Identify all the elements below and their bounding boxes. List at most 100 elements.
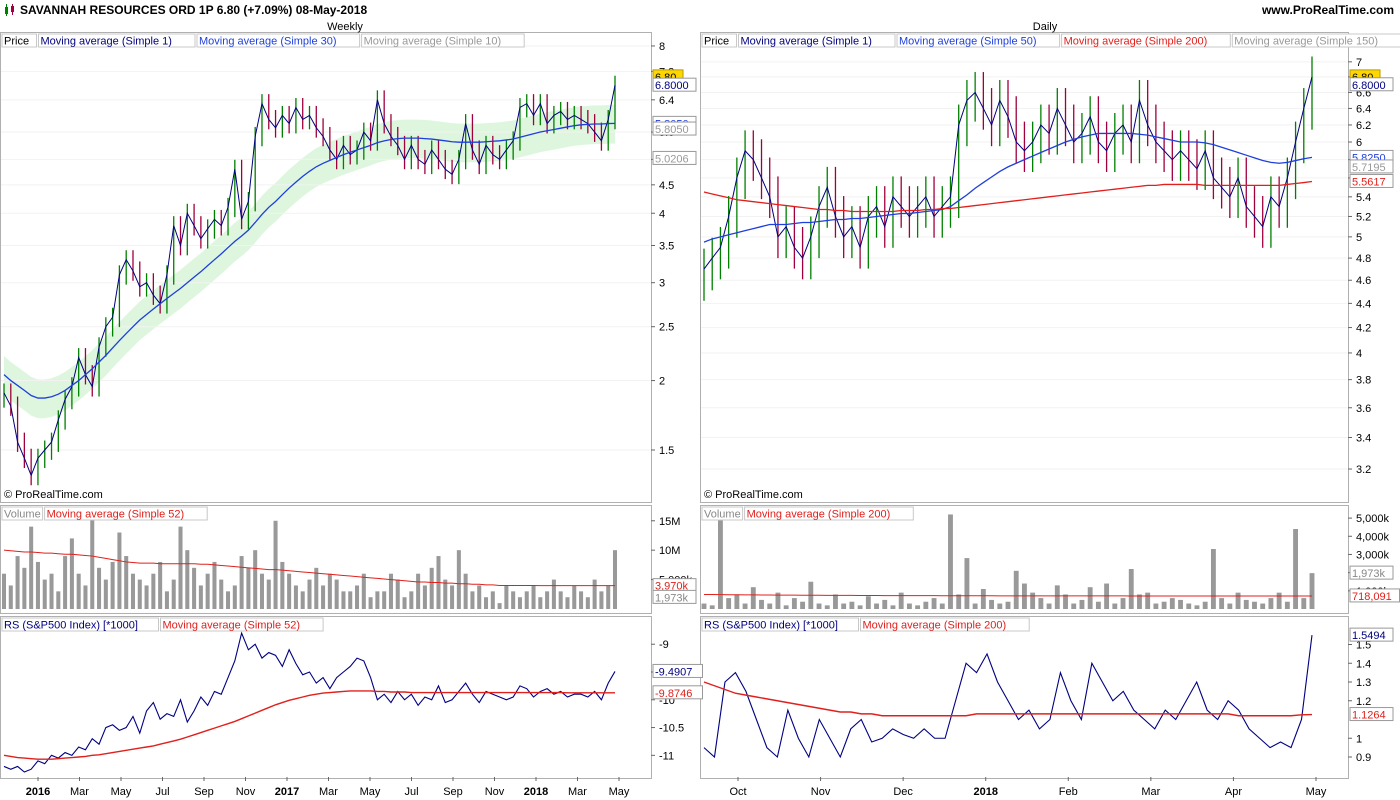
- weekly-volume-bar: [450, 585, 455, 609]
- weekly-volume-bar: [151, 573, 156, 609]
- weekly-volume-bar: [29, 526, 34, 609]
- daily-volume-bar: [1030, 592, 1036, 609]
- daily-price-xtick-label: Oct: [729, 786, 746, 798]
- daily-volume-bar: [997, 603, 1003, 609]
- daily-volume-bar: [1169, 598, 1175, 609]
- weekly-rs-ytick-label: -9: [659, 639, 669, 651]
- legend-entry-1: Moving average (Simple 52): [47, 509, 185, 521]
- weekly-volume-bar: [592, 579, 597, 609]
- weekly-volume-bar: [470, 591, 475, 609]
- weekly-volume-bar: [226, 591, 231, 609]
- weekly-volume-bar: [56, 591, 61, 609]
- daily-volume-bar: [734, 594, 740, 609]
- daily-price-ma-line: [703, 132, 1313, 243]
- weekly-price-xtick-label: May: [360, 786, 381, 798]
- daily-price-ytick-label: 5.4: [1356, 192, 1371, 204]
- weekly-price-ytick-label: 4.5: [659, 180, 674, 192]
- weekly-volume-bar: [599, 591, 604, 609]
- legend-box: [44, 506, 208, 521]
- legend-box: [1, 617, 159, 632]
- daily-price-value-label-box: [1349, 77, 1394, 92]
- weekly-price-xtick-label: Jul: [155, 786, 169, 798]
- daily-volume-bar: [1268, 598, 1274, 609]
- daily-rs-ytick-label: 0.9: [1356, 752, 1371, 764]
- legend-entry-1: Moving average (Simple 52): [163, 620, 301, 632]
- daily-volume-bar: [1284, 601, 1290, 609]
- daily-volume-bar: [964, 558, 970, 609]
- daily-volume-bar: [833, 594, 838, 609]
- daily-price-xtick-label: Apr: [1225, 786, 1242, 798]
- daily-volume-bar: [791, 598, 797, 609]
- ichimoku-cloud: [4, 104, 615, 419]
- weekly-volume-bar: [545, 591, 550, 609]
- weekly-volume-bar: [232, 585, 237, 609]
- weekly-volume-bar: [511, 591, 516, 609]
- daily-volume-bar: [726, 598, 732, 609]
- daily-volume-bar: [709, 605, 715, 609]
- weekly-rs-value-label-box: [652, 663, 703, 678]
- weekly-price-xtick-label: Jul: [404, 786, 418, 798]
- daily-volume-value-label-box: [1349, 565, 1394, 580]
- weekly-volume-bar: [259, 573, 264, 609]
- legend-entry-4: Moving average (Simple 150): [1234, 36, 1378, 48]
- daily-rs-frame: [700, 616, 1349, 779]
- weekly-volume-bar: [293, 585, 298, 609]
- weekly-volume-bar: [395, 579, 400, 609]
- daily-volume-bar: [1210, 549, 1216, 609]
- legend-box: [744, 506, 914, 521]
- daily-volume-bar: [972, 603, 978, 609]
- legend-entry-0: Volume: [4, 509, 41, 521]
- weekly-volume-bar: [15, 556, 20, 609]
- weekly-volume-bar: [76, 573, 81, 609]
- daily-title: Daily: [1033, 21, 1058, 33]
- legend-entry-0: RS (S&P500 Index) [*1000]: [4, 620, 138, 632]
- legend-box: [701, 617, 859, 632]
- daily-volume-value-label: 718,091: [1352, 591, 1392, 603]
- site-link[interactable]: www.ProRealTime.com: [1261, 3, 1394, 17]
- weekly-price-xtick-label: Nov: [236, 786, 256, 798]
- weekly-volume-bar: [531, 585, 536, 609]
- legend-box: [1231, 33, 1400, 48]
- daily-volume-bar: [923, 601, 929, 609]
- daily-price-ytick-label: 7: [1356, 57, 1362, 69]
- daily-volume-bar: [1128, 569, 1134, 609]
- daily-volume-bar: [1293, 529, 1298, 609]
- daily-volume-bar: [1301, 598, 1307, 609]
- daily-volume-bar: [857, 605, 863, 609]
- weekly-volume-bar: [314, 567, 319, 609]
- weekly-rs-rs-line: [3, 631, 616, 773]
- weekly-price-ma1-line: [3, 85, 616, 477]
- weekly-volume-bar: [35, 561, 40, 609]
- weekly-rs-frame: [0, 616, 652, 779]
- weekly-volume-bar: [409, 591, 414, 609]
- daily-price-ytick-label: 5.2: [1356, 211, 1371, 223]
- daily-price-value-label-box: [1349, 173, 1394, 188]
- weekly-volume-bar: [205, 573, 210, 609]
- weekly-rs-value-label: -9.8746: [655, 688, 692, 700]
- legend-box: [1, 506, 44, 521]
- daily-price-xtick-label: Feb: [1059, 786, 1078, 798]
- weekly-price-xtick-label: May: [609, 786, 630, 798]
- weekly-volume-bar: [382, 591, 387, 609]
- daily-volume-bar: [1013, 570, 1019, 609]
- weekly-volume-bar: [144, 585, 149, 609]
- weekly-volume-bar: [22, 567, 27, 609]
- weekly-volume-bar: [612, 550, 618, 609]
- daily-price-value-label: 6.8000: [1352, 80, 1386, 92]
- weekly-volume-bar: [538, 597, 543, 609]
- weekly-volume-bar: [456, 550, 461, 609]
- daily-volume-bar: [1178, 599, 1183, 609]
- weekly-price-frame: [0, 32, 652, 503]
- weekly-volume-bar: [361, 573, 366, 609]
- daily-price-xtick-label: Mar: [1141, 786, 1160, 798]
- daily-volume-bar: [775, 592, 781, 609]
- weekly-volume-bar: [178, 526, 183, 609]
- weekly-volume-bar: [253, 550, 258, 609]
- weekly-volume-bar: [198, 585, 203, 609]
- daily-volume-bar: [767, 603, 773, 609]
- daily-volume-bar: [1194, 605, 1200, 609]
- weekly-price-value-label: 6.8000: [655, 80, 689, 92]
- weekly-rs-value-label: -9.4907: [655, 666, 692, 678]
- weekly-price-ytick-label: 1.5: [659, 445, 674, 457]
- legend-entry-0: RS (S&P500 Index) [*1000]: [704, 620, 838, 632]
